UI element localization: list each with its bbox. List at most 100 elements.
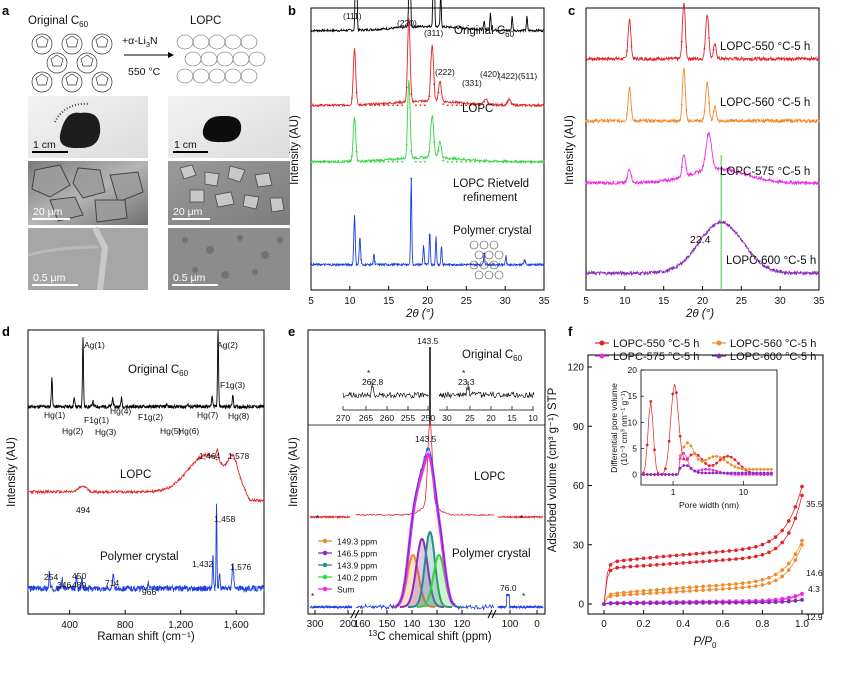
b-marker	[314, 104, 317, 107]
f-marker	[668, 562, 672, 566]
b-marker	[419, 263, 422, 266]
e-legend-marker	[322, 550, 328, 556]
c-marker	[726, 223, 729, 226]
f-marker	[780, 528, 784, 533]
panel-f-inset-ylabel-2: (10⁻³ cm³ nm⁻¹ g⁻¹)	[619, 390, 629, 465]
f-inset-marker	[704, 462, 707, 465]
f-marker	[688, 585, 692, 590]
c-marker	[785, 57, 788, 60]
b-marker	[506, 101, 508, 104]
b-marker	[396, 263, 399, 266]
b-series-3	[310, 177, 545, 268]
f-marker	[681, 601, 685, 605]
f-inset-marker	[682, 457, 686, 461]
c-marker	[699, 119, 701, 122]
b-marker	[415, 160, 417, 163]
f-marker	[787, 599, 791, 603]
c-marker	[735, 57, 738, 60]
peak-label-311: (311)	[424, 28, 443, 38]
c-marker	[594, 272, 596, 274]
f-marker	[767, 575, 771, 580]
b-marker	[392, 160, 394, 163]
e-legend-label: 149.3 ppm	[337, 537, 377, 547]
e-label-233: 23.3	[458, 377, 475, 387]
e-fit-peak-1	[400, 537, 444, 608]
reaction-reagent: +α-Li3N	[122, 35, 158, 49]
e-inset-tick-label: 10	[528, 413, 538, 423]
c60-molecule-lattice-icon	[31, 33, 113, 93]
b-marker	[428, 151, 431, 153]
f-marker	[747, 555, 751, 560]
f-inset-marker	[729, 471, 733, 475]
b-xtick-label: 25	[461, 296, 473, 307]
c-marker	[617, 119, 619, 122]
c-marker	[790, 181, 792, 184]
f-marker	[694, 585, 699, 589]
b-marker	[387, 104, 390, 107]
c-marker	[585, 119, 587, 122]
d-marker	[45, 490, 48, 493]
b-marker	[319, 263, 321, 266]
f-marker	[622, 590, 626, 595]
b-marker	[497, 160, 499, 163]
b-marker	[524, 104, 527, 107]
peak-label-331: (331)	[462, 78, 482, 88]
f-marker	[727, 549, 732, 553]
c-marker	[740, 119, 742, 122]
c-marker	[585, 181, 587, 184]
b-marker	[524, 261, 527, 263]
e-lopc-trace-1	[355, 419, 495, 517]
b-marker	[392, 263, 394, 266]
c-marker	[731, 119, 733, 122]
c-marker	[617, 181, 619, 184]
f-xtick-label: 0.4	[676, 619, 690, 630]
c-marker	[671, 57, 674, 60]
b-marker	[433, 263, 435, 266]
b-marker	[487, 103, 490, 106]
c-marker	[630, 109, 633, 112]
f-marker	[793, 558, 798, 562]
panel-f-inset-xlabel: Pore width (nm)	[679, 500, 739, 510]
f-inset-marker	[642, 473, 645, 476]
raman-poly-714: 714	[105, 578, 119, 588]
f-end-label: 35.5	[806, 499, 823, 509]
f-marker	[661, 587, 666, 592]
scalebar-label-3: 20 μm	[33, 206, 63, 218]
d-xtick-label: 400	[61, 620, 78, 631]
f-legend-marker	[716, 340, 722, 346]
d-marker	[248, 499, 251, 502]
f-marker	[793, 505, 798, 509]
c-marker	[717, 57, 720, 59]
c-marker	[621, 57, 624, 60]
panel-b-ylabel: Intensity (AU)	[289, 115, 301, 185]
f-marker	[793, 594, 798, 598]
c-marker	[626, 113, 628, 115]
b-xtick-label: 15	[383, 296, 395, 307]
raman-label-hg7: Hg(7)	[197, 410, 218, 420]
f-marker	[714, 600, 718, 605]
c-marker	[717, 167, 720, 170]
c-marker	[690, 252, 692, 255]
f-inset-marker	[748, 471, 751, 475]
c-marker	[799, 57, 802, 60]
c-marker	[740, 172, 742, 174]
raman-label-hg1: Hg(1)	[44, 410, 65, 420]
b-marker	[465, 104, 467, 107]
c-marker	[694, 119, 697, 122]
f-marker	[754, 584, 758, 588]
c-marker	[699, 57, 701, 60]
c-marker	[607, 181, 610, 184]
f-marker	[635, 592, 639, 596]
c-marker	[803, 119, 806, 122]
b-marker	[387, 160, 390, 163]
b-marker	[378, 104, 381, 107]
b-marker	[392, 104, 394, 107]
f-marker	[707, 588, 712, 592]
c-marker	[721, 168, 724, 170]
b-marker	[346, 104, 349, 107]
raman-label-f1g1: F1g(1)	[84, 415, 109, 425]
d-marker	[192, 462, 195, 465]
c-marker	[630, 175, 633, 178]
f-marker	[760, 578, 765, 582]
